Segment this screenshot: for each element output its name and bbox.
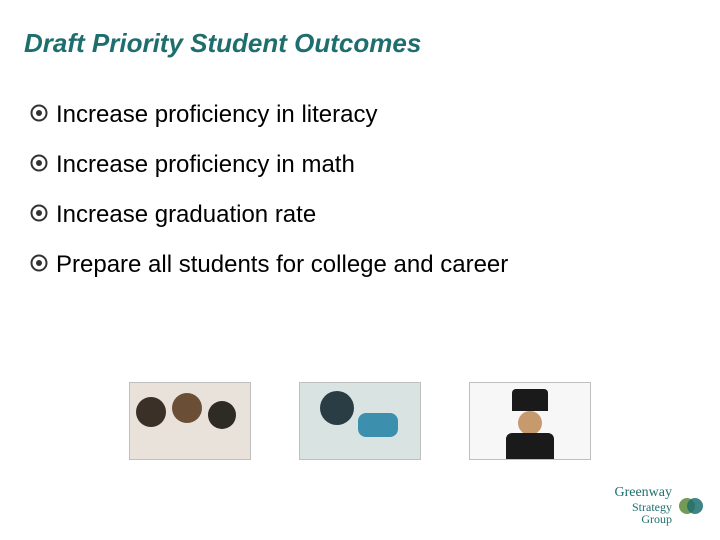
bullet-text: Increase proficiency in math: [56, 151, 355, 179]
slide: Draft Priority Student Outcomes Increase…: [0, 0, 720, 540]
footer-line-3: Group: [614, 513, 672, 526]
image-placeholder-graduate: [469, 382, 591, 460]
bullet-text: Increase proficiency in literacy: [56, 101, 377, 129]
target-bullet-icon: [30, 204, 48, 227]
bullet-item: Increase graduation rate: [30, 201, 696, 229]
image-placeholder-students-lab: [299, 382, 421, 460]
target-bullet-icon: [30, 104, 48, 127]
footer-logo-icon: [678, 493, 704, 519]
target-bullet-icon: [30, 254, 48, 277]
bullet-text: Increase graduation rate: [56, 201, 316, 229]
footer-line-1: Greenway: [614, 486, 672, 501]
footer-logo-text: Greenway Strategy Group: [614, 486, 672, 526]
target-bullet-icon: [30, 154, 48, 177]
bullet-text: Prepare all students for college and car…: [56, 251, 508, 279]
bullet-item: Prepare all students for college and car…: [30, 251, 696, 279]
slide-title: Draft Priority Student Outcomes: [24, 28, 696, 59]
image-placeholder-students-writing: [129, 382, 251, 460]
bullet-item: Increase proficiency in math: [30, 151, 696, 179]
footer-logo: Greenway Strategy Group: [614, 486, 704, 526]
bullet-item: Increase proficiency in literacy: [30, 101, 696, 129]
bullet-list: Increase proficiency in literacy Increas…: [30, 101, 696, 279]
image-row: [0, 382, 720, 460]
